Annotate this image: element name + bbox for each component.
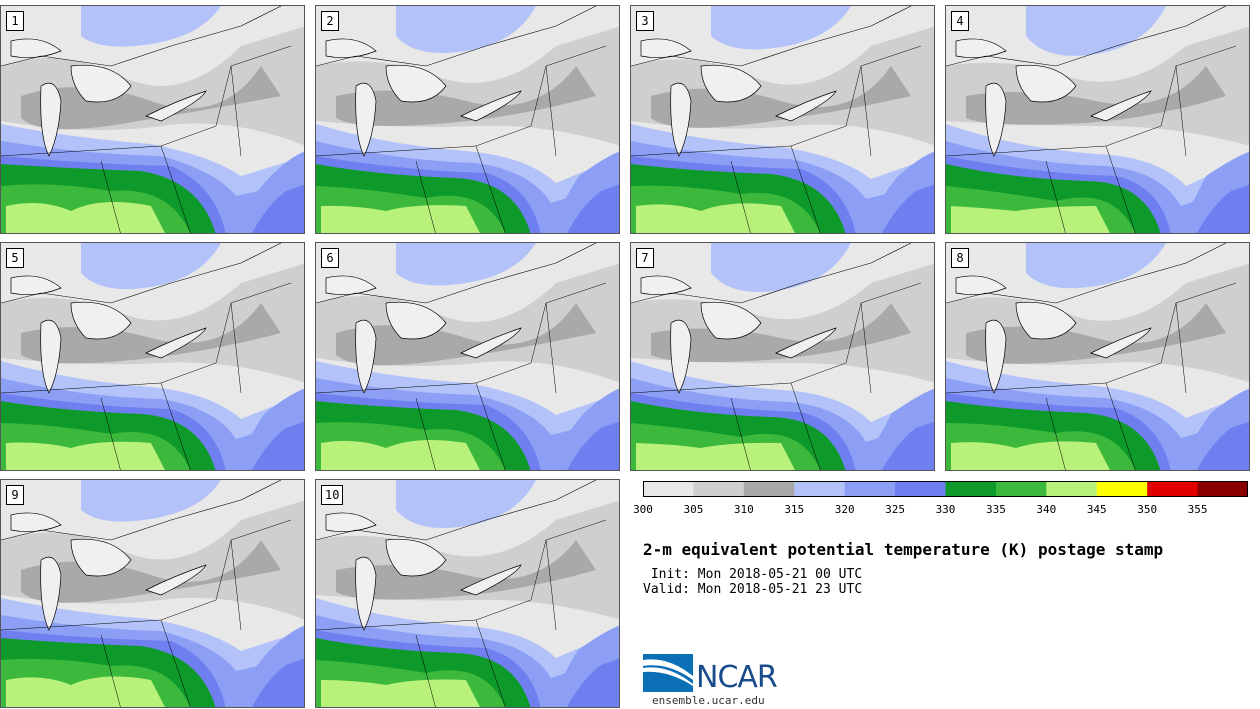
logo-url: ensemble.ucar.edu [652, 694, 765, 707]
colorbar-segment [1147, 481, 1199, 497]
colorbar-tick-label: 300 [633, 503, 653, 516]
panel-number: 7 [636, 248, 654, 268]
colorbar-segment [844, 481, 896, 497]
colorbar-segment [1197, 481, 1248, 497]
colorbar-tick-label: 320 [834, 503, 855, 516]
map-canvas [316, 243, 619, 470]
panel-number: 6 [321, 248, 339, 268]
colorbar-segment [1046, 481, 1098, 497]
stamp-panel-2: 2 [315, 5, 620, 234]
panel-number: 1 [6, 11, 24, 31]
stamp-panel-8: 8 [945, 242, 1250, 471]
colorbar-tick-label: 345 [1086, 503, 1107, 516]
colorbar-tick-label: 315 [784, 503, 805, 516]
panel-number: 4 [951, 11, 969, 31]
plot-title: 2-m equivalent potential temperature (K)… [643, 540, 1164, 559]
colorbar-segment [693, 481, 745, 497]
colorbar-tick-label: 340 [1036, 503, 1057, 516]
colorbar-tick-label: 310 [733, 503, 754, 516]
logo-text: NCAR [696, 660, 778, 695]
colorbar-segment [794, 481, 846, 497]
valid-time: Valid: Mon 2018-05-21 23 UTC [643, 582, 863, 597]
panel-number: 8 [951, 248, 969, 268]
stamp-panel-7: 7 [630, 242, 935, 471]
ncar-logo-icon [643, 654, 693, 692]
map-canvas [631, 243, 934, 470]
map-canvas [316, 6, 619, 233]
map-canvas [316, 480, 619, 707]
colorbar-tick-label: 355 [1187, 503, 1208, 516]
init-time: Init: Mon 2018-05-21 00 UTC [643, 567, 863, 582]
colorbar-segment [643, 481, 694, 497]
colorbar-tick-label: 330 [935, 503, 956, 516]
colorbar-segment [945, 481, 997, 497]
map-canvas [1, 480, 304, 707]
panel-number: 2 [321, 11, 339, 31]
map-canvas [631, 6, 934, 233]
map-canvas [1, 6, 304, 233]
map-canvas [946, 6, 1249, 233]
map-canvas [1, 243, 304, 470]
stamp-panel-6: 6 [315, 242, 620, 471]
colorbar-segment [995, 481, 1047, 497]
stamp-panel-4: 4 [945, 5, 1250, 234]
panel-number: 5 [6, 248, 24, 268]
panel-number: 10 [321, 485, 344, 505]
colorbar-segment [743, 481, 795, 497]
stamp-panel-9: 9 [0, 479, 305, 708]
stamp-panel-3: 3 [630, 5, 935, 234]
panel-number: 3 [636, 11, 654, 31]
colorbar-segment [895, 481, 946, 497]
panel-number: 9 [6, 485, 24, 505]
stamp-panel-1: 1 [0, 5, 305, 234]
colorbar-tick-label: 350 [1137, 503, 1158, 516]
colorbar-segment [1096, 481, 1148, 497]
colorbar-tick-label: 325 [885, 503, 906, 516]
colorbar-tick-label: 335 [985, 503, 1006, 516]
colorbar-tick-label: 305 [683, 503, 704, 516]
colorbar [643, 481, 1248, 497]
stamp-panel-5: 5 [0, 242, 305, 471]
stamp-panel-10: 10 [315, 479, 620, 708]
map-canvas [946, 243, 1249, 470]
